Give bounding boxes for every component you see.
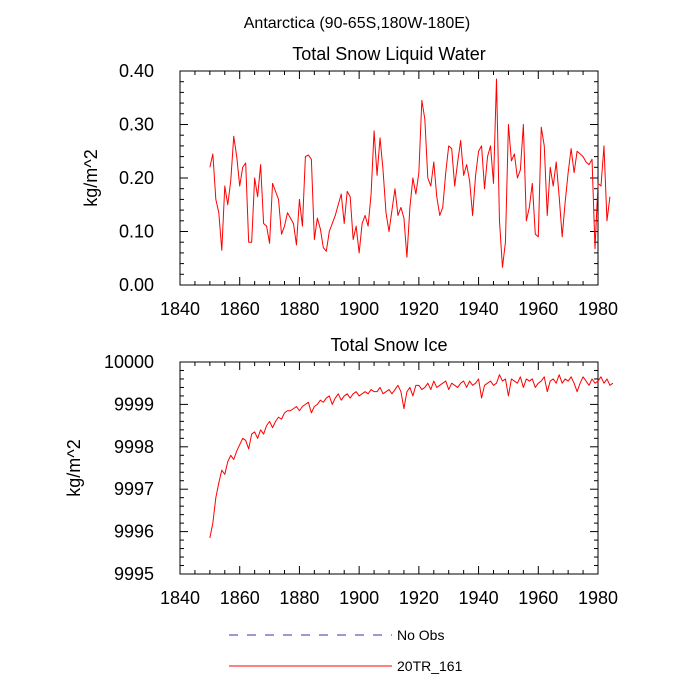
y-tick-label: 9995	[114, 564, 154, 584]
y-tick-label: 9997	[114, 479, 154, 499]
y-tick-label: 9999	[114, 394, 154, 414]
x-tick-label: 1860	[220, 299, 260, 319]
y-tick-label: 10000	[104, 352, 154, 372]
x-tick-label: 1840	[160, 299, 200, 319]
y-axis-label: kg/m^2	[64, 439, 84, 496]
x-tick-label: 1860	[220, 588, 260, 608]
x-tick-label: 1940	[459, 299, 499, 319]
series-line-20tr-161	[209, 374, 614, 539]
x-tick-label: 1900	[339, 588, 379, 608]
x-tick-label: 1920	[399, 588, 439, 608]
charts-group: Total Snow Liquid Water kg/m^2 1840 1860 188…	[64, 44, 618, 608]
figure-title: Antarctica (90-65S,180W-180E)	[244, 15, 470, 32]
y-tick-label: 9998	[114, 437, 154, 457]
y-tick-label: 0.20	[119, 168, 154, 188]
x-tick-label: 1900	[339, 299, 379, 319]
chart-title: Total Snow Liquid Water	[292, 44, 485, 64]
legend-label-1: No Obs	[397, 627, 444, 643]
y-tick-label: 0.00	[119, 275, 154, 295]
plot-frame	[179, 70, 599, 286]
y-tick-label: 0.40	[119, 61, 154, 81]
x-tick-label: 1840	[160, 588, 200, 608]
y-tick-label: 9996	[114, 522, 154, 542]
x-tick-label: 1940	[459, 588, 499, 608]
legend: No Obs 20TR_161	[229, 627, 463, 674]
y-tick-label: 0.30	[119, 115, 154, 135]
x-tick-label: 1880	[279, 299, 319, 319]
chart-panel-2: Total Snow Ice kg/m^2 1840 1860 1880 1900 1920…	[64, 335, 618, 608]
x-tick-label: 1980	[578, 299, 618, 319]
chart-panel-1: Total Snow Liquid Water kg/m^2 1840 1860 188…	[81, 44, 618, 319]
y-axis-label: kg/m^2	[81, 149, 101, 206]
x-tick-label: 1960	[518, 588, 558, 608]
y-tick-label: 0.10	[119, 222, 154, 242]
x-tick-label: 1960	[518, 299, 558, 319]
plot-frame	[179, 361, 599, 575]
legend-label-2: 20TR_161	[397, 658, 463, 674]
x-tick-label: 1880	[279, 588, 319, 608]
series-line-20tr-161	[209, 78, 611, 268]
chart-title: Total Snow Ice	[330, 335, 447, 355]
x-tick-label: 1920	[399, 299, 439, 319]
x-tick-label: 1980	[578, 588, 618, 608]
